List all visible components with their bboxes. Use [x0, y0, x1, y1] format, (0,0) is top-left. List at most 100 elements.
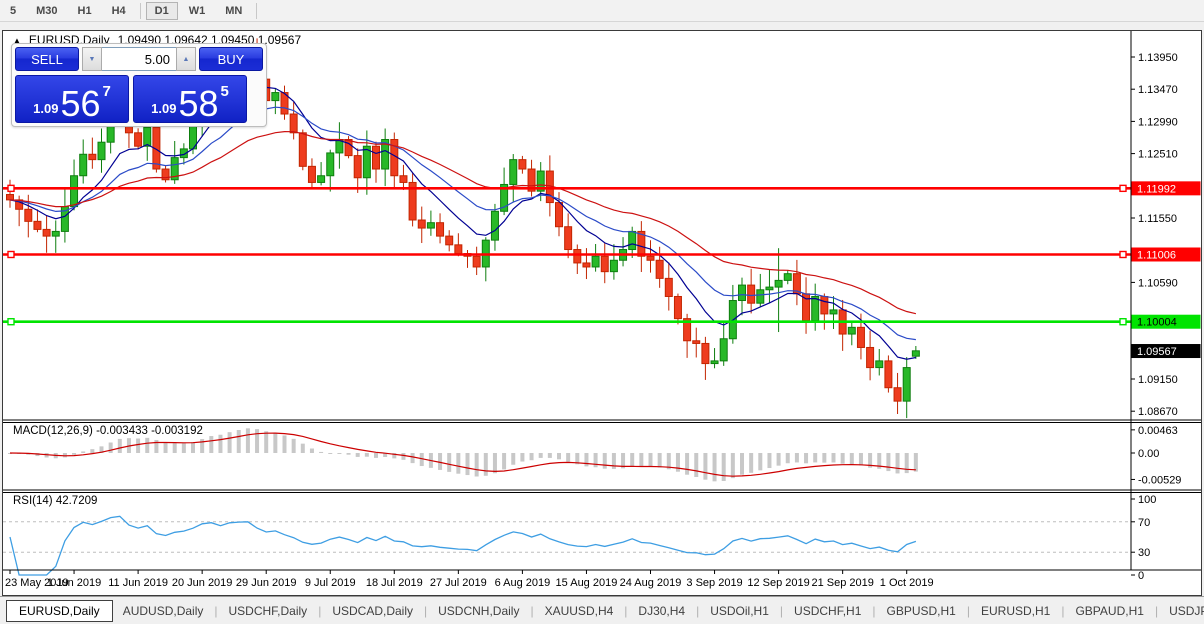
timeframe-button-mn[interactable]: MN — [216, 2, 251, 20]
candle-body — [582, 262, 591, 268]
macd-histogram-bar — [849, 453, 854, 465]
candle-body — [564, 226, 573, 251]
chart-tab-eurusd-daily[interactable]: EURUSD,Daily — [6, 599, 113, 622]
macd-histogram-bar — [99, 446, 104, 453]
macd-histogram-bar — [529, 453, 534, 461]
macd-histogram-bar — [749, 453, 754, 473]
macd-histogram-bar — [794, 453, 799, 463]
sell-pips: 56 — [60, 83, 101, 125]
chart-tab-usdchf-daily[interactable]: USDCHF,Daily — [228, 603, 308, 618]
level-price-label: 1.11006 — [1137, 249, 1176, 261]
date-axis-label: 18 Jul 2019 — [366, 577, 423, 589]
buy-button[interactable]: BUY — [199, 47, 263, 71]
candle-body — [600, 255, 609, 273]
candle-body — [509, 159, 518, 185]
macd-histogram-bar — [740, 453, 744, 475]
macd-histogram-bar — [776, 453, 781, 466]
timeframe-button-m30[interactable]: M30 — [27, 2, 66, 20]
price-axis-tick-label: 1.11550 — [1138, 213, 1177, 225]
current-price-box — [1131, 344, 1201, 359]
macd-histogram-bar — [145, 437, 150, 453]
candle-body — [472, 255, 481, 268]
candle-body — [820, 295, 829, 315]
chart-tab-usdchf-h1[interactable]: USDCHF,H1 — [794, 603, 862, 618]
candle-body — [170, 157, 179, 181]
moving-average-line — [9, 106, 916, 341]
tab-separator: | — [424, 603, 428, 618]
chart-tab-bar: EURUSD,Daily AUDUSD,Daily | USDCHF,Daily | US… — [0, 596, 1204, 624]
candle-body — [280, 92, 289, 115]
candle-body — [738, 284, 746, 302]
macd-histogram-bar — [191, 442, 195, 453]
sell-button[interactable]: SELL — [15, 47, 79, 71]
tab-separator: | — [696, 603, 700, 618]
candle-body — [97, 141, 106, 161]
macd-histogram-bar — [346, 453, 351, 455]
chart-tab-usdjp[interactable]: USDJP — [1169, 603, 1204, 618]
chart-tab-eurusd-h1[interactable]: EURUSD,H1 — [980, 603, 1051, 618]
macd-histogram-bar — [410, 453, 415, 464]
timeframe-button-w1[interactable]: W1 — [180, 2, 215, 20]
price-axis-tick-label: 1.13950 — [1138, 52, 1178, 64]
tab-separator: | — [1154, 603, 1159, 618]
candle-body — [673, 295, 682, 320]
candle-body — [88, 153, 97, 161]
chart-tab-gbpusd-h1[interactable]: GBPUSD,H1 — [886, 603, 956, 618]
buy-price-tile[interactable]: 1.09 58 5 — [133, 75, 247, 123]
chart-tab-dj30-h4[interactable]: DJ30,H4 — [638, 603, 686, 618]
chart-tab-usdoil-h1[interactable]: USDOil,H1 — [710, 603, 769, 618]
macd-histogram-bar — [657, 453, 662, 468]
level-price-box — [1131, 181, 1201, 196]
candle-body — [454, 244, 463, 255]
candle-body — [902, 367, 911, 402]
macd-histogram-bar — [813, 453, 818, 463]
macd-histogram-bar — [602, 453, 607, 469]
candle-body — [692, 340, 701, 344]
tab-separator: | — [872, 603, 876, 618]
macd-histogram-bar — [538, 453, 543, 458]
sell-big-figure: 1.09 — [33, 101, 59, 116]
price-axis-tick-label: 1.08670 — [1138, 406, 1178, 418]
timeframe-button-d1[interactable]: D1 — [145, 1, 178, 20]
collapse-icon[interactable]: ▲ — [13, 35, 21, 45]
macd-histogram-bar — [273, 432, 278, 453]
chart-tab-usdcnh-daily[interactable]: USDCNH,Daily — [438, 603, 520, 618]
candle-body — [436, 222, 445, 237]
timeframe-button-h1[interactable]: H1 — [69, 2, 101, 20]
date-axis-label: 29 Jun 2019 — [236, 577, 297, 589]
chart-tab-audusd-daily[interactable]: AUDUSD,Daily — [122, 603, 204, 618]
candle-body — [134, 132, 143, 147]
candle-body — [289, 113, 298, 134]
macd-histogram-bar — [117, 438, 122, 453]
macd-histogram-bar — [337, 453, 342, 454]
macd-histogram-bar — [245, 428, 250, 453]
chart-tab-gbpaud-h1[interactable]: GBPAUD,H1 — [1075, 603, 1144, 618]
candle-body — [637, 230, 646, 257]
candle-body — [179, 148, 188, 159]
macd-histogram-bar — [90, 449, 95, 453]
macd-histogram-bar — [447, 453, 452, 472]
volume-increase-button[interactable]: ▲ — [176, 47, 196, 71]
rsi-axis-label: 100 — [1138, 494, 1156, 506]
volume-decrease-button[interactable]: ▼ — [82, 47, 102, 71]
sell-price-tile[interactable]: 1.09 56 7 — [15, 75, 129, 123]
macd-histogram-bar — [886, 453, 891, 472]
candle-body — [417, 219, 426, 229]
macd-histogram-bar — [465, 453, 470, 476]
chart-tab-xauusd-h4[interactable]: XAUUSD,H4 — [544, 603, 614, 618]
chart-tab-usdcad-daily[interactable]: USDCAD,Daily — [332, 603, 413, 618]
volume-input[interactable] — [102, 47, 176, 71]
candle-body — [811, 295, 820, 322]
macd-histogram-bar — [300, 443, 305, 453]
tab-separator: | — [530, 603, 534, 618]
macd-histogram-bar — [291, 438, 296, 453]
date-axis-label: 12 Sep 2019 — [747, 577, 809, 589]
moving-average-line — [9, 130, 917, 315]
timeframe-button-h4[interactable]: H4 — [103, 2, 135, 20]
tab-separator: | — [1061, 603, 1065, 618]
macd-histogram-bar — [895, 453, 900, 474]
price-chart[interactable]: 1.13950 1.13470 1.12990 1.12510 1.11550 1.105… — [3, 31, 1201, 595]
macd-histogram-bar — [264, 431, 269, 453]
timeframe-button-5[interactable]: 5 — [1, 2, 25, 20]
candle-body — [683, 318, 692, 342]
